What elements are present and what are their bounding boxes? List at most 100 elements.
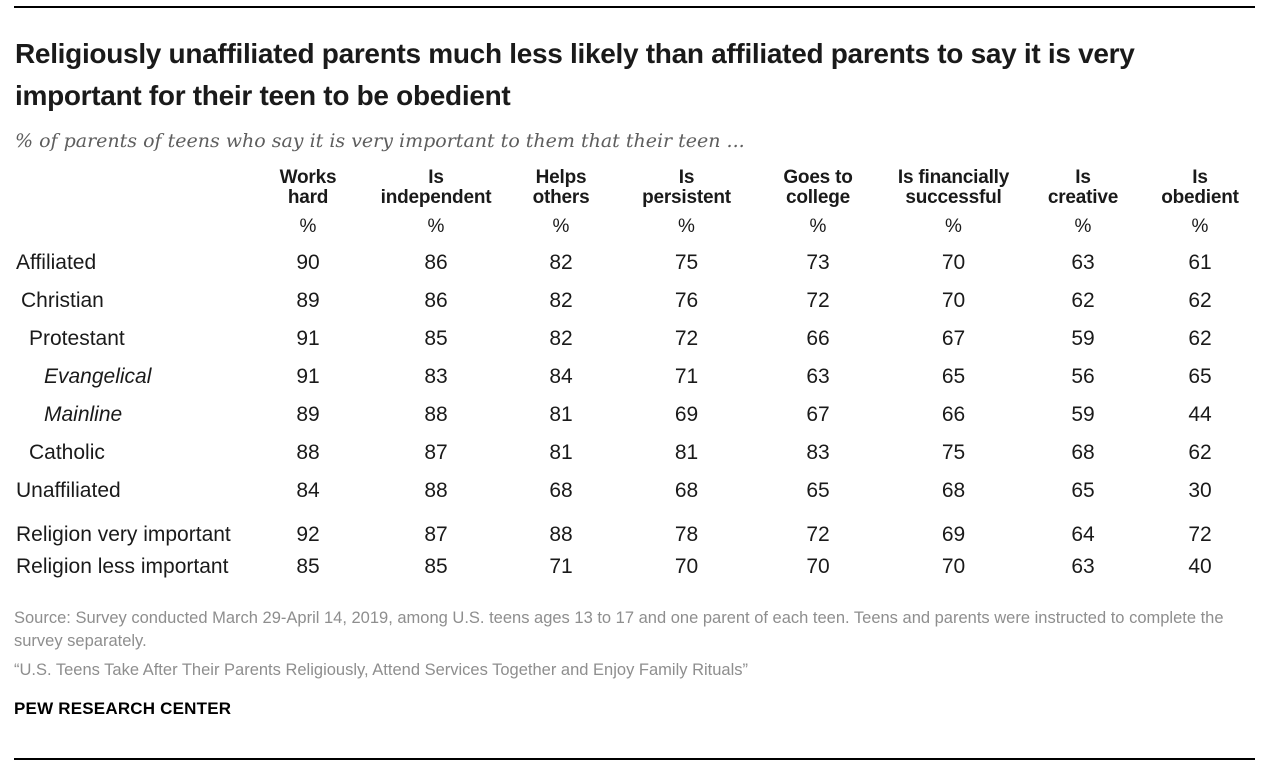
cell-value: 88 — [296, 441, 320, 464]
cell-value: 63 — [1071, 251, 1095, 274]
cell-value: 72 — [1188, 522, 1212, 546]
unit-label: % — [427, 216, 445, 237]
cell-value: 56 — [1071, 365, 1095, 388]
column-header: Works hard — [279, 167, 337, 208]
brand-name: PEW RESEARCH CENTER — [14, 699, 232, 718]
cell-value: 70 — [806, 555, 830, 578]
table-body: Affiliated 90 86 82 75 73 70 63 61 Christian 89 86 8… — [14, 244, 1255, 586]
cell-value: 62 — [1188, 327, 1212, 350]
cell-value: 63 — [1071, 555, 1095, 578]
cell-value: 88 — [549, 522, 573, 546]
cell-value: 70 — [941, 555, 966, 578]
footer: Source: Survey conducted March 29-April … — [14, 607, 1244, 719]
cell-value: 91 — [296, 365, 320, 388]
cell-value: 30 — [1188, 479, 1212, 502]
cell-value: 83 — [424, 365, 448, 388]
unit-label: % — [809, 216, 827, 237]
table-row: Religion very important 92 87 88 78 72 69 64 72 — [14, 510, 1255, 548]
table-row: Evangelical 91 83 84 71 63 65 56 65 — [14, 358, 1255, 396]
cell-value: 63 — [806, 365, 830, 388]
cell-value: 72 — [674, 327, 699, 350]
unit-label: % — [1191, 216, 1209, 237]
unit-label: % — [945, 216, 962, 237]
table-row: Affiliated 90 86 82 75 73 70 63 61 — [14, 244, 1255, 282]
cell-value: 65 — [941, 365, 966, 388]
row-label: Affiliated — [16, 251, 97, 274]
cell-value: 68 — [674, 479, 699, 502]
cell-value: 86 — [424, 251, 448, 274]
cell-value: 59 — [1071, 403, 1095, 426]
cell-value: 88 — [424, 403, 448, 426]
unit-corner — [14, 210, 243, 244]
column-header: Is independent — [380, 167, 492, 208]
source-note: Source: Survey conducted March 29-April … — [14, 609, 1224, 650]
cell-value: 81 — [674, 441, 699, 464]
cell-value: 85 — [424, 555, 448, 578]
cell-value: 67 — [806, 403, 830, 426]
cell-value: 84 — [549, 365, 573, 388]
cell-value: 78 — [674, 522, 699, 546]
data-table: Works hard Is independent Helps others Is p… — [14, 168, 1255, 586]
cell-value: 89 — [296, 403, 320, 426]
cell-value: 82 — [549, 251, 573, 274]
cell-value: 73 — [806, 251, 830, 274]
row-label: Religion very important — [16, 522, 231, 546]
unit-row: %%%%%%%% — [14, 210, 1255, 244]
report-title: “U.S. Teens Take After Their Parents Rel… — [14, 661, 748, 679]
row-label: Religion less important — [16, 555, 229, 578]
cell-value: 70 — [941, 289, 966, 312]
chart-title: Religiously unaffiliated parents much le… — [15, 38, 1135, 111]
cell-value: 67 — [941, 327, 966, 350]
table-row: Protestant 91 85 82 72 66 67 59 62 — [14, 320, 1255, 358]
column-header: Is obedient — [1161, 167, 1239, 208]
cell-value: 70 — [941, 251, 966, 274]
table-row: Christian 89 86 82 76 72 70 62 62 — [14, 282, 1255, 320]
row-label: Christian — [21, 289, 104, 312]
cell-value: 75 — [941, 441, 966, 464]
table-row: Unaffiliated 84 88 68 68 65 68 65 30 — [14, 472, 1255, 510]
cell-value: 72 — [806, 289, 830, 312]
cell-value: 68 — [1071, 441, 1095, 464]
column-header: Is persistent — [642, 167, 731, 208]
cell-value: 65 — [806, 479, 830, 502]
cell-value: 66 — [941, 403, 966, 426]
table-row: Catholic 88 87 81 81 83 75 68 62 — [14, 434, 1255, 472]
column-header: Is financially successful — [897, 167, 1010, 208]
cell-value: 76 — [674, 289, 699, 312]
cell-value: 89 — [296, 289, 320, 312]
cell-value: 59 — [1071, 327, 1095, 350]
cell-value: 92 — [296, 522, 320, 546]
row-label: Evangelical — [44, 365, 152, 388]
cell-value: 61 — [1188, 251, 1212, 274]
cell-value: 65 — [1071, 479, 1095, 502]
cell-value: 83 — [806, 441, 830, 464]
cell-value: 70 — [674, 555, 699, 578]
cell-value: 68 — [549, 479, 573, 502]
bottom-rule — [14, 758, 1255, 760]
cell-value: 62 — [1071, 289, 1095, 312]
cell-value: 81 — [549, 441, 573, 464]
cell-value: 85 — [296, 555, 320, 578]
cell-value: 91 — [296, 327, 320, 350]
cell-value: 82 — [549, 289, 573, 312]
row-label: Unaffiliated — [16, 479, 121, 502]
cell-value: 72 — [806, 522, 830, 546]
cell-value: 84 — [296, 479, 320, 502]
cell-value: 85 — [424, 327, 448, 350]
cell-value: 69 — [941, 522, 966, 546]
table-row: Mainline 89 88 81 69 67 66 59 44 — [14, 396, 1255, 434]
cell-value: 87 — [424, 522, 448, 546]
chart-subtitle: % of parents of teens who say it is very… — [15, 130, 745, 152]
cell-value: 69 — [674, 403, 699, 426]
column-header: Helps others — [532, 167, 590, 208]
unit-label: % — [299, 216, 317, 237]
unit-label: % — [1074, 216, 1092, 237]
header-row: Works hard Is independent Helps others Is p… — [14, 168, 1255, 210]
top-rule — [14, 6, 1255, 8]
header-corner — [14, 168, 243, 210]
cell-value: 75 — [674, 251, 699, 274]
cell-value: 65 — [1188, 365, 1212, 388]
table-header: Works hard Is independent Helps others Is p… — [14, 168, 1255, 244]
unit-label: % — [678, 216, 695, 237]
